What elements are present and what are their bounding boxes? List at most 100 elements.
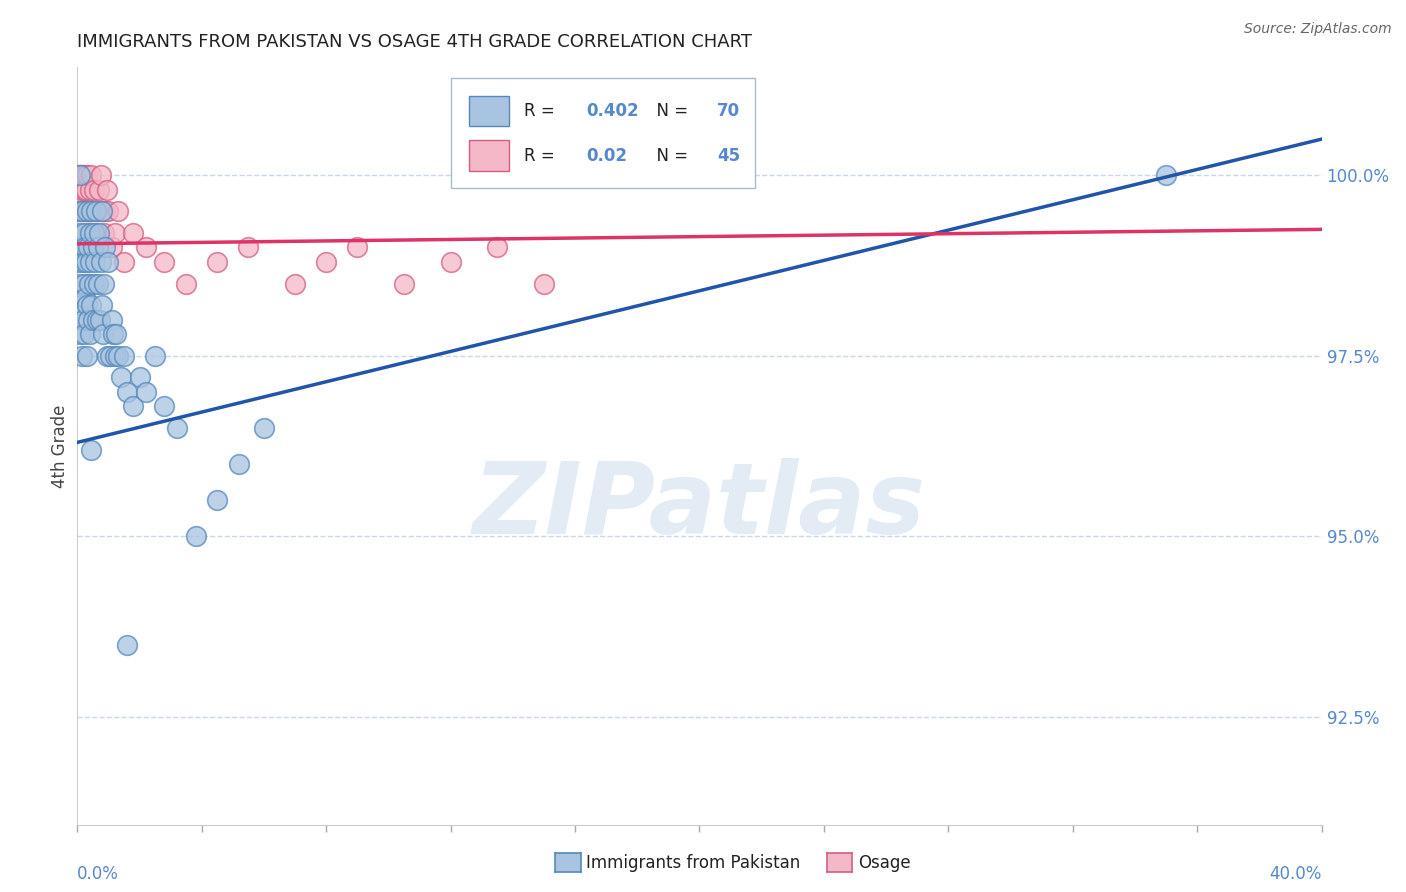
Point (101, 327, 124, 342)
Point (75, 255, 97, 269)
Point (98, 349, 121, 363)
Point (91, 298, 114, 312)
Text: 0.0%: 0.0% (77, 865, 120, 883)
Point (96, 183, 118, 197)
Point (70, 349, 93, 363)
Text: 40.0%: 40.0% (1270, 865, 1322, 883)
Point (72, 255, 94, 269)
Point (110, 370, 132, 384)
Point (82, 312, 104, 326)
Point (100, 312, 122, 326)
Point (94, 204, 117, 219)
FancyBboxPatch shape (450, 78, 755, 188)
Point (94, 240, 117, 254)
Point (76, 298, 98, 312)
Point (346, 240, 368, 254)
Point (72, 183, 94, 197)
Point (70, 204, 93, 219)
Y-axis label: 4th Grade: 4th Grade (51, 404, 69, 488)
Text: 45: 45 (717, 146, 740, 165)
Point (104, 226, 127, 240)
Point (91, 327, 114, 342)
Point (82, 204, 104, 219)
Text: Osage: Osage (858, 854, 910, 871)
Point (228, 457, 250, 471)
Point (76, 349, 98, 363)
Point (184, 529, 207, 543)
Point (166, 421, 188, 435)
Point (439, 255, 461, 269)
Point (70, 240, 93, 254)
Text: 0.402: 0.402 (586, 102, 638, 120)
Point (70, 183, 93, 197)
Point (72, 204, 94, 219)
Point (67, 255, 90, 269)
Point (77, 204, 100, 219)
Point (253, 421, 276, 435)
Point (84, 255, 107, 269)
Point (107, 204, 129, 219)
Point (107, 349, 129, 363)
Point (112, 255, 135, 269)
Point (84, 226, 107, 240)
Point (112, 349, 135, 363)
Point (486, 240, 509, 254)
Point (238, 240, 260, 254)
Point (75, 240, 97, 254)
Point (80, 298, 103, 312)
Point (174, 277, 197, 291)
Point (80, 204, 103, 219)
Text: ZIPatlas: ZIPatlas (472, 458, 927, 555)
Point (87, 183, 110, 197)
Point (83, 183, 105, 197)
Point (69, 168, 91, 182)
Point (97, 255, 120, 269)
Point (69, 277, 91, 291)
Point (128, 370, 150, 384)
Point (90, 255, 112, 269)
FancyBboxPatch shape (470, 140, 509, 170)
Point (100, 240, 122, 254)
Point (90, 204, 112, 219)
Point (86, 204, 108, 219)
Text: R =: R = (524, 146, 560, 165)
Point (72, 312, 94, 326)
Point (84, 204, 107, 219)
Point (79, 327, 101, 342)
Point (77, 226, 100, 240)
Point (87, 226, 110, 240)
Point (135, 384, 157, 399)
Text: N =: N = (645, 146, 693, 165)
Point (83, 277, 105, 291)
Point (284, 277, 307, 291)
Point (87, 277, 110, 291)
Point (153, 399, 176, 413)
Point (72, 226, 94, 240)
Point (533, 277, 555, 291)
FancyBboxPatch shape (470, 95, 509, 126)
Point (69, 327, 91, 342)
Point (67, 204, 90, 219)
Point (76, 204, 98, 219)
Point (105, 327, 128, 342)
Point (67, 168, 90, 182)
Point (97, 204, 120, 219)
Point (73, 277, 96, 291)
Point (80, 168, 103, 182)
Point (75, 204, 97, 219)
Point (122, 399, 145, 413)
Point (115, 638, 138, 652)
Point (70, 298, 93, 312)
Point (77, 277, 100, 291)
Point (69, 168, 91, 182)
Point (83, 226, 105, 240)
Point (315, 255, 337, 269)
Point (73, 168, 96, 182)
Point (69, 204, 91, 219)
Point (80, 442, 103, 457)
Point (207, 493, 229, 508)
Point (207, 255, 229, 269)
Text: 0.02: 0.02 (586, 146, 627, 165)
Point (69, 226, 91, 240)
Point (96, 349, 118, 363)
